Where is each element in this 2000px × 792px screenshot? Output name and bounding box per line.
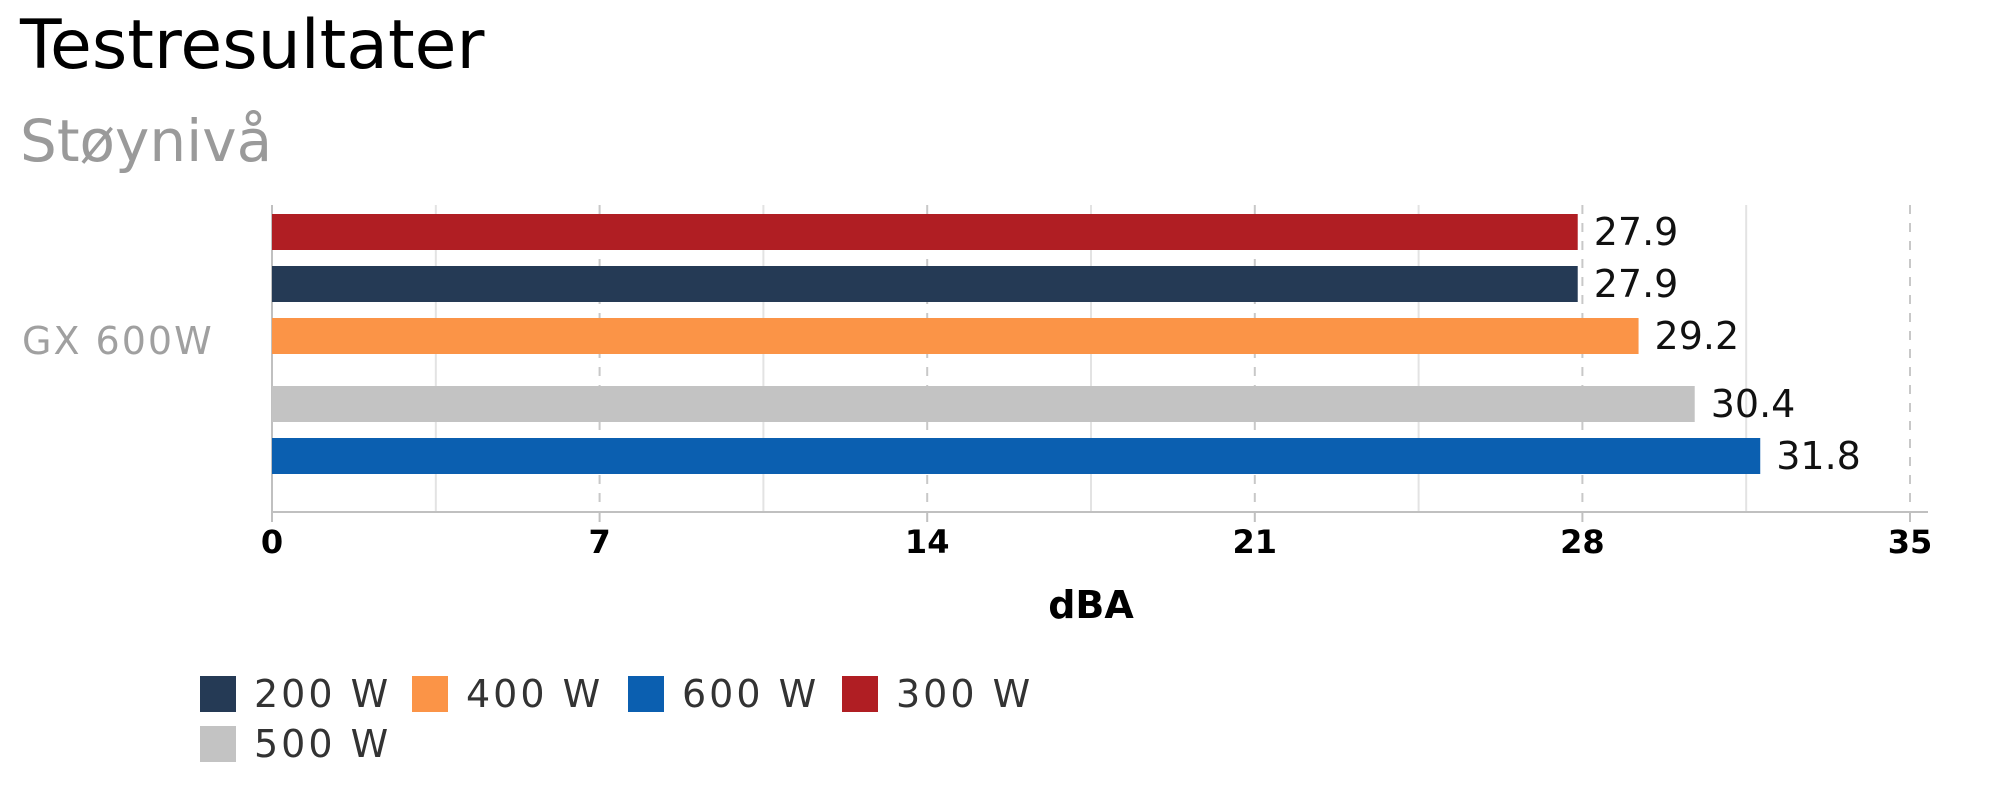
legend-item-200w: 200 W [200,672,391,716]
legend-swatch-300w [842,676,878,712]
data-label-300w: 27.9 [1594,210,1679,254]
chart-subtitle: Støynivå [20,107,273,175]
x-tick-label: 0 [261,523,283,561]
x-tick-label: 7 [588,523,610,561]
bar-500w [272,386,1695,422]
legend-swatch-600w [628,676,664,712]
data-label-500w: 30.4 [1711,382,1796,426]
legend-item-400w: 400 W [412,672,603,716]
bar-400w [272,318,1639,354]
legend-swatch-400w [412,676,448,712]
category-label: GX 600W [22,319,214,363]
legend-item-600w: 600 W [628,672,819,716]
legend-swatch-500w [200,726,236,762]
bar-200w [272,266,1578,302]
data-label-400w: 29.2 [1655,314,1740,358]
legend-label-500w: 500 W [254,722,392,766]
bar-300w [272,214,1578,250]
x-axis-title: dBA [1048,583,1134,627]
legend-label-400w: 400 W [466,672,604,716]
data-label-600w: 31.8 [1776,434,1861,478]
legend-label-600w: 600 W [682,672,820,716]
bar-chart: 0 7 14 21 28 35 dBA GX 600W 27.9 27.9 29.2 30.4 31.8 [22,205,1933,627]
x-tick-label: 28 [1560,523,1605,561]
legend-item-500w: 500 W [200,722,391,766]
x-tick-label: 14 [905,523,950,561]
x-tick-label: 35 [1888,523,1933,561]
legend-swatch-200w [200,676,236,712]
chart-title: Testresultater [20,6,485,85]
data-label-200w: 27.9 [1594,262,1679,306]
x-tick-label: 21 [1233,523,1278,561]
legend-item-300w: 300 W [842,672,1033,716]
legend-label-200w: 200 W [254,672,392,716]
legend-label-300w: 300 W [896,672,1034,716]
bar-600w [272,438,1761,474]
